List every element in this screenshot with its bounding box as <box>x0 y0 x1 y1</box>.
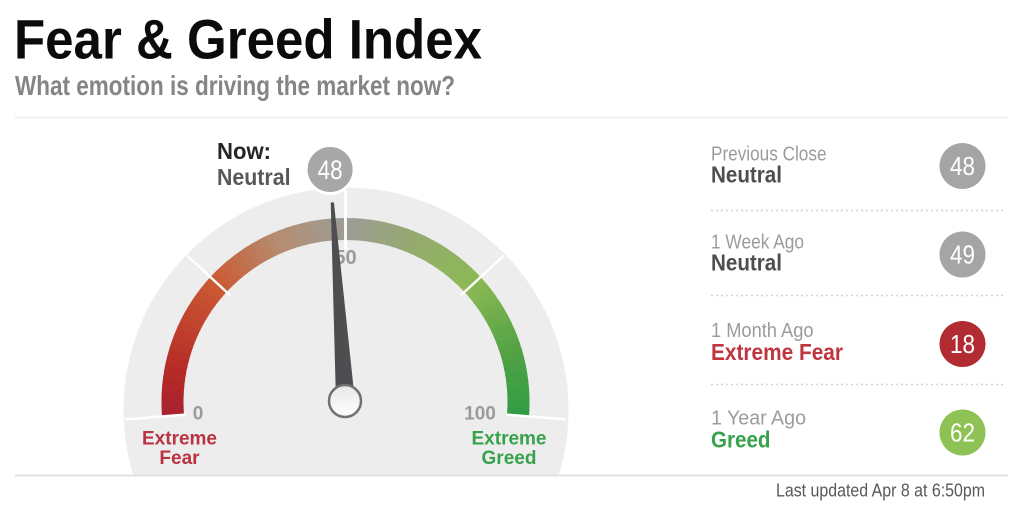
svg-text:Extreme Fear: Extreme Fear <box>711 339 843 365</box>
svg-text:48: 48 <box>950 151 975 181</box>
svg-text:1 Week Ago: 1 Week Ago <box>711 232 804 254</box>
svg-text:1 Year Ago: 1 Year Ago <box>711 408 806 430</box>
svg-text:100: 100 <box>464 404 496 425</box>
svg-text:Greed: Greed <box>482 448 537 469</box>
svg-text:Neutral: Neutral <box>711 250 782 276</box>
svg-text:18: 18 <box>950 329 975 359</box>
svg-text:Fear & Greed Index: Fear & Greed Index <box>14 8 482 71</box>
svg-text:Fear: Fear <box>159 448 200 469</box>
svg-text:Now:: Now: <box>217 138 271 164</box>
svg-text:Last updated Apr 8 at 6:50pm: Last updated Apr 8 at 6:50pm <box>776 481 985 501</box>
svg-text:49: 49 <box>950 240 975 270</box>
svg-text:Greed: Greed <box>711 427 771 453</box>
svg-text:What emotion is driving the ma: What emotion is driving the market now? <box>15 70 455 101</box>
svg-text:0: 0 <box>193 404 204 425</box>
svg-text:Neutral: Neutral <box>217 164 291 190</box>
svg-text:Extreme: Extreme <box>472 429 547 450</box>
svg-text:1 Month Ago: 1 Month Ago <box>711 320 814 342</box>
svg-text:Previous Close: Previous Close <box>711 144 827 166</box>
svg-text:62: 62 <box>950 418 975 448</box>
svg-text:Extreme: Extreme <box>142 429 217 450</box>
svg-text:48: 48 <box>318 155 343 185</box>
svg-text:Neutral: Neutral <box>711 162 782 188</box>
